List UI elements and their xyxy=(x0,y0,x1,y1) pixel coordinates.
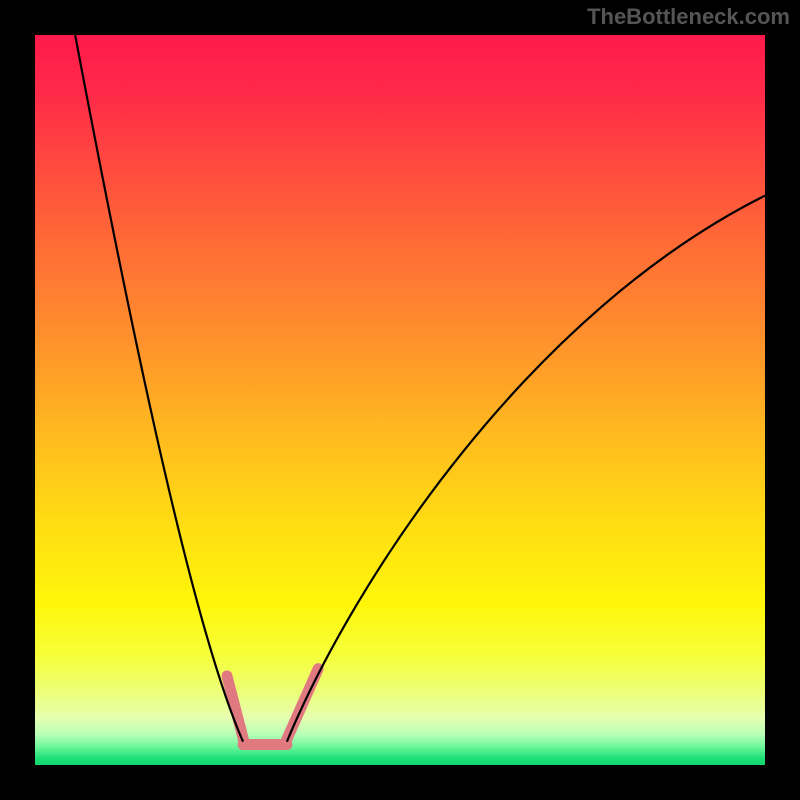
plot-area xyxy=(35,35,765,765)
watermark-text: TheBottleneck.com xyxy=(587,4,790,30)
chart-frame: TheBottleneck.com xyxy=(0,0,800,800)
curve-layer xyxy=(35,35,765,765)
